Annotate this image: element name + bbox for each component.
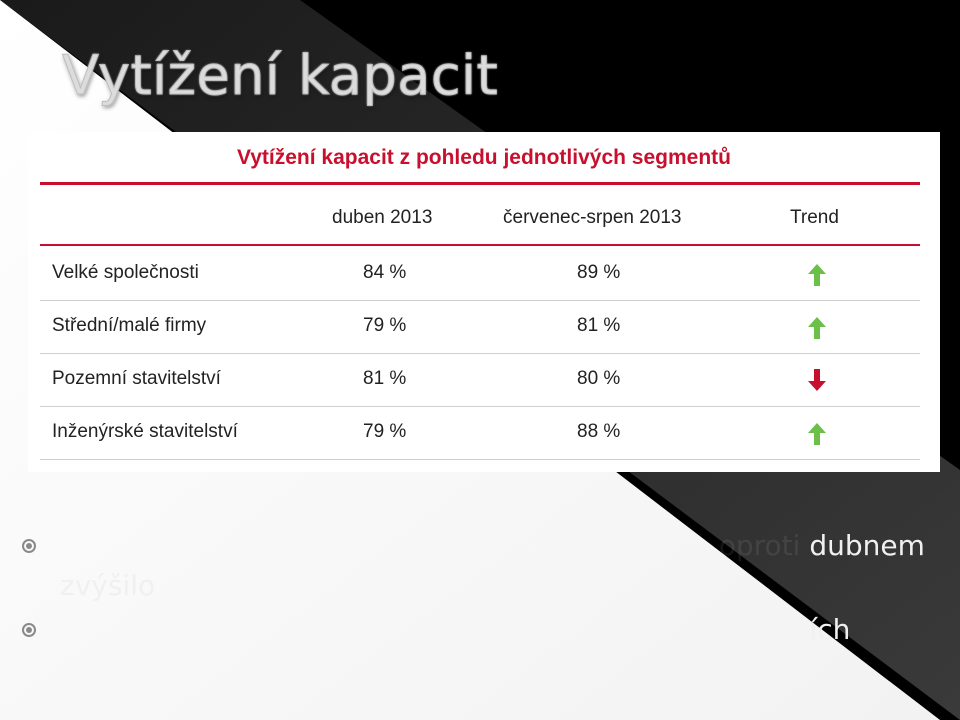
trend-up-icon xyxy=(808,264,826,286)
bullet-list: Průměrné využití kapacit se v letních mě… xyxy=(0,520,960,720)
segment-label: Střední/malé firmy xyxy=(52,315,207,336)
trend-up-icon xyxy=(808,423,826,445)
row-divider xyxy=(40,300,920,301)
bullet-marker-icon xyxy=(22,539,36,553)
value-april: 79 % xyxy=(363,421,407,442)
value-april: 79 % xyxy=(363,315,407,336)
value-april: 84 % xyxy=(363,262,407,283)
bullet-marker-icon xyxy=(22,623,36,637)
header-rule xyxy=(40,244,920,246)
segment-label: Inženýrské stavitelství xyxy=(52,421,238,442)
table-top-rule xyxy=(40,182,920,185)
value-julaug: 89 % xyxy=(577,262,621,283)
slide-title: Vytížení kapacit xyxy=(61,44,499,108)
value-april: 81 % xyxy=(363,368,407,389)
header-trend: Trend xyxy=(790,207,839,228)
table-panel: Vytížení kapacit z pohledu jednotlivých … xyxy=(28,132,940,472)
trend-down-icon xyxy=(808,369,826,391)
bullet-text: Průměrné využití kapacit se v letních mě… xyxy=(60,529,925,642)
row-divider xyxy=(40,459,920,460)
header-julaug: červenec-srpen 2013 xyxy=(503,207,682,228)
value-julaug: 80 % xyxy=(577,368,621,389)
trend-up-icon xyxy=(808,317,826,339)
segment-label: Velké společnosti xyxy=(52,262,199,283)
row-divider xyxy=(40,353,920,354)
bullet-text: Nejvíce vzrostlo vytížení u inženýrských… xyxy=(60,613,851,686)
value-julaug: 81 % xyxy=(577,315,621,336)
segment-label: Pozemní stavitelství xyxy=(52,368,221,389)
bullet-visible-text: dubnem zvýšilo xyxy=(60,529,925,602)
bullet-visible-text: ích xyxy=(809,613,851,646)
header-april: duben 2013 xyxy=(332,207,433,228)
row-divider xyxy=(40,406,920,407)
value-julaug: 88 % xyxy=(577,421,621,442)
table-title: Vytížení kapacit z pohledu jednotlivých … xyxy=(237,146,731,169)
